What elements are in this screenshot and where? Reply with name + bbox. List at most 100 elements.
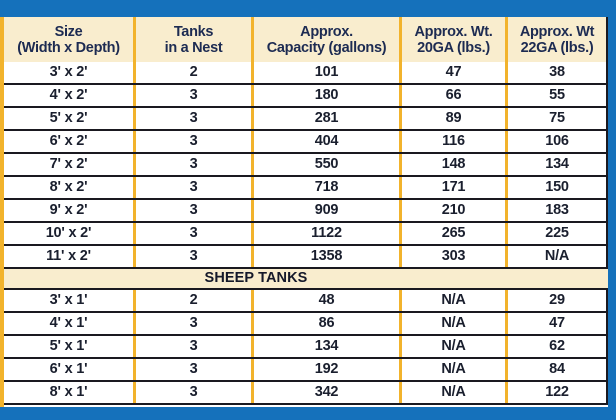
table-row: 9' x 2' 3 909 210 183: [4, 200, 608, 223]
table-row: 10' x 2' 3 1122 265 225: [4, 223, 608, 246]
cell-capacity-gallons: 550: [254, 154, 402, 175]
table-row: 3' x 2' 2 101 47 38: [4, 62, 608, 85]
tank-spec-table: Size (Width x Depth) Tanks in a Nest App…: [0, 17, 608, 407]
cell-size: 10' x 2': [4, 223, 136, 244]
cell-wt-22ga: N/A: [508, 246, 608, 267]
cell-wt-20ga: 148: [402, 154, 508, 175]
header-line: 22GA (lbs.): [520, 39, 594, 56]
cell-size: 5' x 1': [4, 336, 136, 357]
cell-wt-20ga: 89: [402, 108, 508, 129]
cell-wt-20ga: 171: [402, 177, 508, 198]
cell-capacity-gallons: 192: [254, 359, 402, 380]
cell-size: 4' x 2': [4, 85, 136, 106]
table-row: 7' x 2' 3 550 148 134: [4, 154, 608, 177]
cell-wt-22ga: 134: [508, 154, 608, 175]
cell-wt-20ga: N/A: [402, 336, 508, 357]
cell-size: 5' x 2': [4, 108, 136, 129]
cell-capacity-gallons: 404: [254, 131, 402, 152]
table-row: 5' x 2' 3 281 89 75: [4, 108, 608, 131]
cell-capacity-gallons: 342: [254, 382, 402, 403]
cell-wt-20ga: N/A: [402, 313, 508, 334]
header-line: Tanks: [173, 23, 214, 40]
table-row: 5' x 1' 3 134 N/A 62: [4, 336, 608, 359]
cell-capacity-gallons: 1122: [254, 223, 402, 244]
cell-tanks-in-nest: 2: [136, 290, 254, 311]
cell-capacity-gallons: 1358: [254, 246, 402, 267]
table-row: 8' x 2' 3 718 171 150: [4, 177, 608, 200]
cell-wt-22ga: 55: [508, 85, 608, 106]
cell-size: 6' x 1': [4, 359, 136, 380]
cell-capacity-gallons: 718: [254, 177, 402, 198]
cell-wt-22ga: 29: [508, 290, 608, 311]
header-line: in a Nest: [164, 39, 223, 56]
table-row: 8' x 1' 3 342 N/A 122: [4, 382, 608, 405]
cell-wt-20ga: N/A: [402, 359, 508, 380]
cell-tanks-in-nest: 3: [136, 154, 254, 175]
cell-tanks-in-nest: 3: [136, 313, 254, 334]
cell-tanks-in-nest: 3: [136, 382, 254, 403]
header-line: (Width x Depth): [17, 39, 120, 56]
cell-capacity-gallons: 180: [254, 85, 402, 106]
cell-capacity-gallons: 909: [254, 200, 402, 221]
cattle-tank-rows: 3' x 2' 2 101 47 38 4' x 2' 3 180 66 55 …: [4, 62, 608, 269]
header-cell-wt-22ga: Approx. Wt 22GA (lbs.): [508, 17, 608, 62]
cell-wt-20ga: N/A: [402, 290, 508, 311]
section-header-sheep-tanks: SHEEP TANKS: [4, 267, 608, 290]
cell-tanks-in-nest: 3: [136, 359, 254, 380]
header-line: Size: [54, 23, 83, 40]
cell-size: 6' x 2': [4, 131, 136, 152]
header-cell-wt-20ga: Approx. Wt. 20GA (lbs.): [402, 17, 508, 62]
cell-capacity-gallons: 281: [254, 108, 402, 129]
header-line: Approx. Wt: [519, 23, 595, 40]
cell-wt-22ga: 47: [508, 313, 608, 334]
cell-wt-22ga: 38: [508, 62, 608, 83]
cell-capacity-gallons: 86: [254, 313, 402, 334]
header-line: Approx.: [300, 23, 353, 40]
cell-wt-22ga: 84: [508, 359, 608, 380]
table-row: 4' x 2' 3 180 66 55: [4, 85, 608, 108]
cell-tanks-in-nest: 3: [136, 177, 254, 198]
cell-tanks-in-nest: 3: [136, 223, 254, 244]
cell-wt-20ga: 303: [402, 246, 508, 267]
cell-wt-20ga: 210: [402, 200, 508, 221]
header-cell-tanks-in-nest: Tanks in a Nest: [136, 17, 254, 62]
cell-wt-20ga: 265: [402, 223, 508, 244]
sheep-tank-rows: 3' x 1' 2 48 N/A 29 4' x 1' 3 86 N/A 47 …: [4, 290, 608, 405]
cell-capacity-gallons: 101: [254, 62, 402, 83]
cell-wt-20ga: N/A: [402, 382, 508, 403]
header-line: Capacity (gallons): [266, 39, 387, 56]
cell-size: 4' x 1': [4, 313, 136, 334]
table-header-row: Size (Width x Depth) Tanks in a Nest App…: [4, 17, 608, 62]
header-line: Approx. Wt.: [414, 23, 493, 40]
cell-size: 8' x 1': [4, 382, 136, 403]
cell-wt-22ga: 75: [508, 108, 608, 129]
cell-size: 8' x 2': [4, 177, 136, 198]
cell-size: 7' x 2': [4, 154, 136, 175]
header-cell-size: Size (Width x Depth): [4, 17, 136, 62]
cell-tanks-in-nest: 3: [136, 200, 254, 221]
cell-tanks-in-nest: 3: [136, 108, 254, 129]
cell-wt-22ga: 62: [508, 336, 608, 357]
cell-size: 11' x 2': [4, 246, 136, 267]
table-row: 6' x 1' 3 192 N/A 84: [4, 359, 608, 382]
cell-tanks-in-nest: 2: [136, 62, 254, 83]
cell-wt-22ga: 183: [508, 200, 608, 221]
table-row: 3' x 1' 2 48 N/A 29: [4, 290, 608, 313]
cell-wt-20ga: 116: [402, 131, 508, 152]
cell-tanks-in-nest: 3: [136, 246, 254, 267]
cell-wt-20ga: 47: [402, 62, 508, 83]
cell-size: 3' x 2': [4, 62, 136, 83]
section-label: SHEEP TANKS: [204, 270, 308, 286]
cell-tanks-in-nest: 3: [136, 85, 254, 106]
cell-wt-22ga: 122: [508, 382, 608, 403]
cell-capacity-gallons: 134: [254, 336, 402, 357]
cell-tanks-in-nest: 3: [136, 336, 254, 357]
cell-tanks-in-nest: 3: [136, 131, 254, 152]
cell-wt-22ga: 225: [508, 223, 608, 244]
cell-size: 9' x 2': [4, 200, 136, 221]
header-cell-capacity: Approx. Capacity (gallons): [254, 17, 402, 62]
cell-size: 3' x 1': [4, 290, 136, 311]
cell-capacity-gallons: 48: [254, 290, 402, 311]
header-line: 20GA (lbs.): [417, 39, 490, 56]
